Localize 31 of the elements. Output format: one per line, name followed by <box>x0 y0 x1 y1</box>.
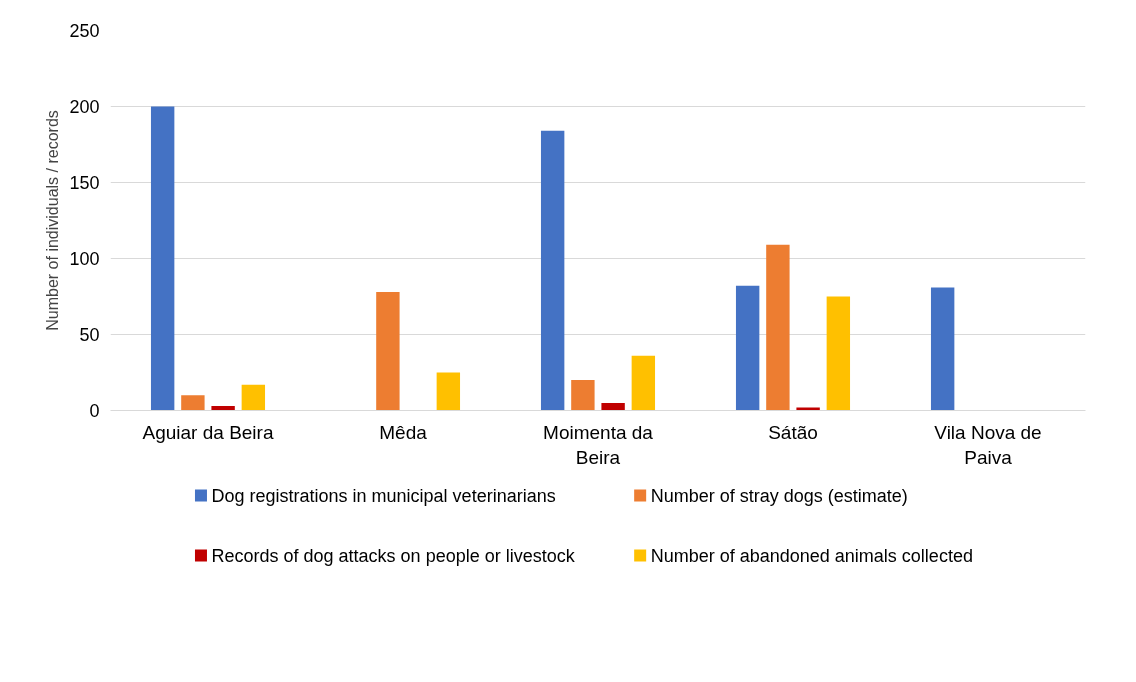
bar <box>796 407 820 411</box>
y-tick-label: 150 <box>69 173 100 193</box>
bar <box>631 355 656 411</box>
bar <box>766 244 790 411</box>
bar <box>376 291 400 411</box>
bar <box>571 380 595 411</box>
legend-label: Number of stray dogs (estimate) <box>650 485 908 506</box>
bar <box>211 405 235 411</box>
bar <box>436 372 461 411</box>
legend-label: Number of abandoned animals collected <box>650 545 973 566</box>
x-tick-label: Sátão <box>768 421 818 443</box>
bar <box>540 130 565 411</box>
y-tick-label: 200 <box>69 97 100 117</box>
x-tick-label: Moimenta da Beira <box>543 421 654 468</box>
y-tick-label: 250 <box>69 21 100 41</box>
bar <box>735 285 760 411</box>
bar <box>930 287 955 411</box>
y-tick-label: 50 <box>79 325 100 345</box>
x-tick-label: Vila Nova de Paiva <box>934 421 1042 468</box>
x-tick-label: Mêda <box>379 421 428 443</box>
y-axis-title: Number of individuals / records <box>44 110 62 331</box>
bar <box>826 296 851 411</box>
bar <box>601 402 625 411</box>
bar <box>150 106 175 411</box>
legend-label: Records of dog attacks on people or livestock <box>211 545 576 566</box>
legend-label: Dog registrations in municipal veterinarians <box>211 485 556 506</box>
bar <box>241 384 266 411</box>
bar <box>181 395 205 411</box>
y-tick-label: 0 <box>89 401 100 421</box>
y-tick-label: 100 <box>69 249 100 269</box>
x-tick-label: Aguiar da Beira <box>142 421 274 443</box>
